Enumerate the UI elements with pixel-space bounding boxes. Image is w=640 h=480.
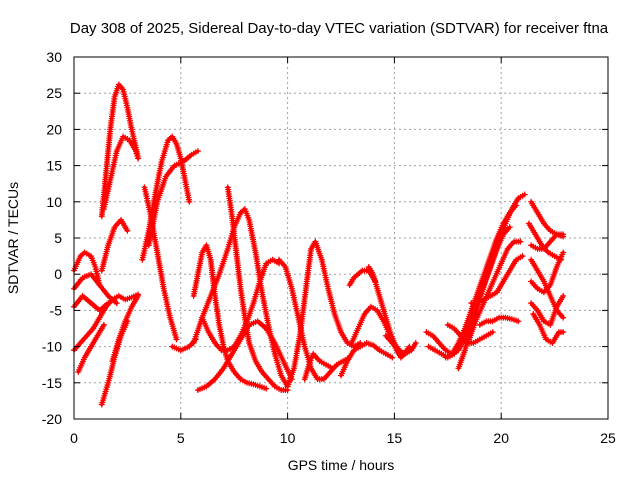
x-tick-label: 10	[280, 430, 296, 446]
series-markers	[98, 216, 131, 274]
data-series-arc-10	[109, 292, 142, 365]
y-tick-label: 15	[46, 158, 62, 174]
series-markers	[190, 206, 291, 390]
y-tick-label: -20	[42, 411, 62, 427]
y-tick-label: -15	[42, 375, 62, 391]
x-tick-label: 15	[387, 430, 403, 446]
data-series-arc-19	[190, 206, 291, 390]
data-series-arc-7	[100, 133, 142, 213]
series-markers	[468, 253, 526, 307]
data-series-arc-33	[468, 253, 526, 307]
y-tick-label: 25	[46, 85, 62, 101]
series-markers	[442, 202, 520, 361]
series-markers	[301, 350, 336, 383]
series-markers	[75, 321, 107, 375]
data-series-arc-42	[525, 220, 565, 263]
series-markers	[109, 292, 142, 365]
series-markers	[525, 220, 565, 263]
series-markers	[466, 238, 524, 343]
y-tick-label: 10	[46, 194, 62, 210]
data-series-arc-22	[301, 350, 336, 383]
series-markers	[100, 133, 142, 213]
data-series-arc-23	[338, 339, 396, 379]
y-tick-label: -5	[50, 302, 63, 318]
series-markers	[530, 311, 567, 346]
series-markers	[444, 321, 496, 346]
data-series-arc-5	[75, 321, 107, 375]
y-tick-label: 0	[54, 266, 62, 282]
data-series-arc-30	[442, 202, 520, 361]
y-axis-label: SDTVAR / TECUs	[5, 182, 21, 294]
series-markers	[98, 81, 142, 220]
data-series-arc-3	[71, 292, 112, 314]
series-markers	[141, 184, 180, 343]
data-series-group	[71, 81, 567, 408]
data-series-arc-35	[476, 314, 522, 328]
data-series-arc-8	[98, 216, 131, 274]
data-series-arc-6	[98, 81, 142, 220]
axis-ticks: 0 5 10 15 20 25 -20 -15 -10 -5 0 5 10 15 20 25 30	[42, 49, 616, 446]
data-series-arc-32	[466, 238, 524, 343]
data-series-arc-13	[141, 184, 180, 343]
grid	[74, 57, 608, 419]
y-tick-label: 20	[46, 121, 62, 137]
data-series-arc-40	[530, 311, 567, 346]
data-series-arc-21	[284, 238, 364, 390]
x-tick-label: 5	[177, 430, 185, 446]
series-markers	[145, 148, 201, 249]
data-series-arc-27	[382, 332, 419, 357]
series-markers	[284, 238, 364, 390]
x-tick-label: 20	[493, 430, 509, 446]
data-series-arc-34	[444, 321, 496, 346]
y-tick-label: 30	[46, 49, 62, 65]
data-series-arc-41	[528, 256, 567, 321]
series-markers	[338, 339, 396, 379]
series-markers	[528, 256, 567, 321]
chart-title: Day 308 of 2025, Sidereal Day-to-day VTE…	[70, 20, 609, 37]
series-markers	[476, 314, 522, 328]
x-tick-label: 0	[70, 430, 78, 446]
series-markers	[382, 332, 419, 357]
x-axis-label: GPS time / hours	[288, 457, 395, 473]
data-series-arc-12	[145, 148, 201, 249]
x-tick-label: 25	[600, 430, 616, 446]
y-tick-label: 5	[54, 230, 62, 246]
y-tick-label: -10	[42, 339, 62, 355]
